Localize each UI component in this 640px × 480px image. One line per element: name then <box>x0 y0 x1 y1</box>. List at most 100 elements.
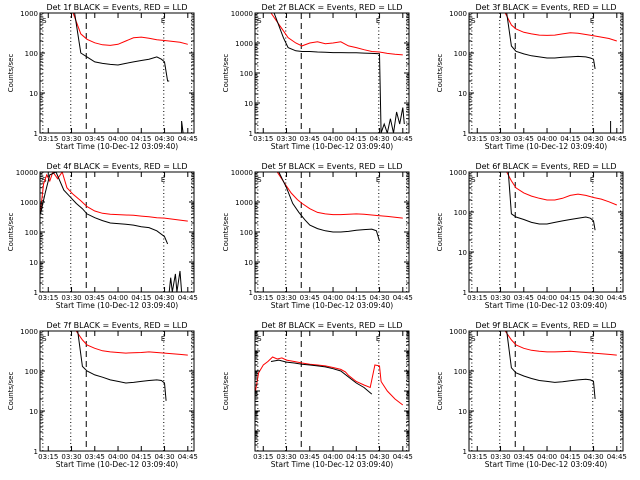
end-marker-label: E <box>590 335 594 343</box>
x-tick-label: 03:15 <box>253 135 273 143</box>
y-tick-label: 1 <box>34 130 38 138</box>
y-tick-label: 100 <box>240 229 253 237</box>
x-tick-label: 03:45 <box>85 135 105 143</box>
x-tick-label: 04:15 <box>346 453 366 461</box>
end-marker-label: E <box>161 176 165 184</box>
chart-title: Det 2f BLACK = Events, RED = LLD <box>261 3 402 12</box>
x-tick-label: 04:00 <box>108 294 128 302</box>
events-series-line <box>469 13 596 69</box>
series-group <box>255 172 403 242</box>
x-tick-label: 03:30 <box>276 453 296 461</box>
chart-panel: Det 2f BLACK = Events, RED = LLD S E 1 10 100… <box>222 3 413 151</box>
chart-title: Det 9f BLACK = Events, RED = LLD <box>475 321 616 330</box>
y-tick-label: 100 <box>25 368 38 376</box>
x-tick-label: 03:45 <box>300 135 320 143</box>
chart-title: Det 3f BLACK = Events, RED = LLD <box>475 3 616 12</box>
y-tick-label: 10 <box>458 90 467 98</box>
x-tick-label: 04:45 <box>393 294 413 302</box>
chart-panel: Det 7f BLACK = Events, RED = LLD S E 1 10 100… <box>7 321 198 469</box>
y-tick-label: 1000 <box>235 199 253 207</box>
series-group <box>469 172 617 231</box>
x-tick-label: 04:30 <box>583 294 603 302</box>
y-tick-label: 10 <box>29 408 38 416</box>
x-tick-label: 04:45 <box>393 453 413 461</box>
x-tick-label: 04:30 <box>369 294 389 302</box>
y-tick-label: 1 <box>249 130 253 138</box>
events-series-line <box>270 359 373 395</box>
x-tick-label: 04:30 <box>583 453 603 461</box>
x-tick-label: 03:30 <box>61 294 81 302</box>
y-axis-label: Counts/sec <box>222 213 230 252</box>
x-tick-label: 04:15 <box>131 453 151 461</box>
x-tick-label: 04:00 <box>323 294 343 302</box>
y-tick-label: 10000 <box>231 169 253 177</box>
x-tick-label: 04:00 <box>537 294 557 302</box>
x-tick-label: 03:45 <box>300 294 320 302</box>
y-tick-label: 10000 <box>231 10 253 18</box>
events-series-line <box>469 172 596 231</box>
chart-title: Det 6f BLACK = Events, RED = LLD <box>475 162 616 171</box>
y-tick-label: 1 <box>34 289 38 297</box>
y-tick-label: 1 <box>249 289 253 297</box>
x-axis-label: Start Time (10-Dec-12 03:09:40) <box>56 301 178 310</box>
x-tick-label: 03:45 <box>514 453 534 461</box>
x-tick-label: 03:30 <box>61 453 81 461</box>
x-tick-label: 04:45 <box>607 135 627 143</box>
start-marker-label: S <box>257 17 262 25</box>
y-tick-label: 1000 <box>449 328 467 336</box>
y-axis-label: Counts/sec <box>222 372 230 411</box>
y-tick-label: 1 <box>463 448 467 456</box>
lld-series-line <box>255 13 403 56</box>
x-tick-label: 04:30 <box>583 135 603 143</box>
end-marker-label: E <box>376 176 380 184</box>
x-tick-label: 03:15 <box>467 453 487 461</box>
end-marker-label: E <box>376 17 380 25</box>
end-marker-label: E <box>161 17 165 25</box>
y-tick-label: 10 <box>29 90 38 98</box>
series-group <box>255 356 404 406</box>
events-series-line <box>168 270 183 292</box>
start-marker-label: S <box>42 335 47 343</box>
y-tick-label: 1000 <box>20 10 38 18</box>
x-tick-label: 04:30 <box>369 453 389 461</box>
y-tick-label: 1000 <box>20 199 38 207</box>
series-group <box>469 331 617 400</box>
chart-title: Det 7f BLACK = Events, RED = LLD <box>46 321 187 330</box>
x-axis-label: Start Time (10-Dec-12 03:09:40) <box>271 142 393 151</box>
start-marker-label: S <box>471 17 476 25</box>
events-series-line <box>255 172 380 242</box>
y-tick-label: 1000 <box>449 169 467 177</box>
start-marker-label: S <box>42 17 47 25</box>
x-tick-label: 04:45 <box>607 453 627 461</box>
y-axis-label: Counts/sec <box>7 54 15 93</box>
chart-panel: Det 9f BLACK = Events, RED = LLD S E 1 10 100… <box>436 321 627 469</box>
lld-series-line <box>255 172 403 219</box>
events-series-line <box>255 13 405 133</box>
x-tick-label: 03:45 <box>300 453 320 461</box>
y-axis-label: Counts/sec <box>436 372 444 411</box>
start-marker-label: S <box>257 335 262 343</box>
plot-frame <box>468 330 624 452</box>
series-group <box>40 13 188 133</box>
chart-panel: Det 3f BLACK = Events, RED = LLD S E 1 10 100… <box>436 3 627 151</box>
x-tick-label: 03:30 <box>276 135 296 143</box>
x-tick-label: 03:45 <box>514 135 534 143</box>
x-axis-label: Start Time (10-Dec-12 03:09:40) <box>485 142 607 151</box>
x-tick-label: 04:30 <box>154 453 174 461</box>
y-axis-label: Counts/sec <box>436 213 444 252</box>
x-tick-label: 03:45 <box>514 294 534 302</box>
x-tick-label: 04:00 <box>108 453 128 461</box>
x-axis-label: Start Time (10-Dec-12 03:09:40) <box>485 301 607 310</box>
x-tick-label: 04:00 <box>323 453 343 461</box>
x-tick-label: 03:30 <box>490 453 510 461</box>
y-tick-label: 10 <box>244 100 253 108</box>
x-axis-label: Start Time (10-Dec-12 03:09:40) <box>56 460 178 469</box>
events-series-line <box>40 172 169 245</box>
events-series-line <box>469 331 596 400</box>
x-axis-label: Start Time (10-Dec-12 03:09:40) <box>56 142 178 151</box>
y-tick-label: 1 <box>463 130 467 138</box>
y-tick-label: 100 <box>25 229 38 237</box>
lld-series-line <box>255 356 404 406</box>
